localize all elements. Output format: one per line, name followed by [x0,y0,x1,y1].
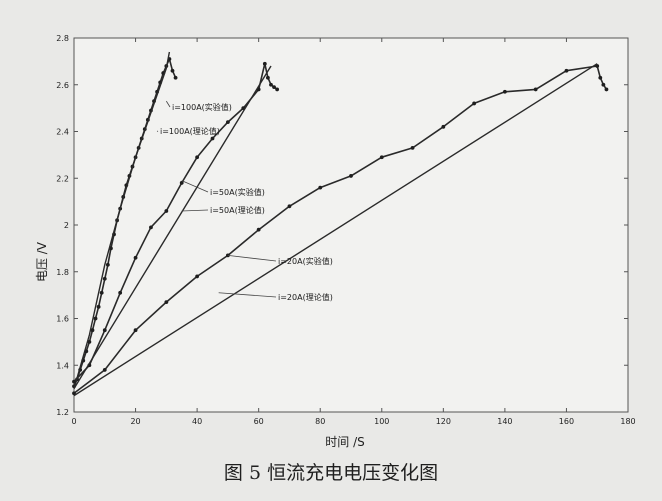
data-point [472,101,477,106]
series-line-5 [73,63,598,397]
data-point [210,136,215,141]
series-label: i=50A(实验值) [210,187,265,197]
x-tick-label: 100 [374,417,389,426]
data-point [72,379,76,384]
label-leader-line [181,209,209,212]
data-point [225,120,230,125]
data-point [598,75,603,80]
series-line-1 [73,51,171,389]
y-tick-label: 2.4 [56,128,69,137]
y-tick-label: 1.4 [56,361,69,370]
data-point [102,368,107,372]
y-axis-label: 电压 /V [35,241,49,282]
data-point [379,155,384,160]
data-point [96,304,101,309]
y-tick-label: 2.2 [56,174,69,183]
data-point [195,274,200,279]
plot-area [73,37,629,413]
data-point [275,87,280,92]
series-label: i=20A(实验值) [278,256,333,266]
data-point [87,339,92,344]
y-tick-label: 2 [64,221,69,230]
y-tick-label: 2.8 [56,34,69,43]
data-point [533,87,538,92]
label-leader-line [227,254,277,262]
data-point [269,82,273,87]
data-point [318,185,323,190]
data-point [256,227,261,232]
label-leader-line [218,292,277,298]
data-point [604,87,609,92]
y-tick-label: 2.6 [56,81,69,90]
series-label: i=100A(实验值) [172,102,232,112]
data-point [601,82,606,87]
y-tick-label: 1.2 [56,408,69,417]
data-point [502,89,507,94]
y-tick-label: 1.8 [56,268,69,277]
data-point [266,75,270,80]
x-tick-label: 180 [620,417,635,426]
data-point [149,225,153,230]
x-tick-label: 80 [315,417,325,426]
data-point [410,145,415,150]
data-point [164,209,169,213]
x-tick-label: 20 [130,417,140,426]
data-point [90,328,95,333]
data-point [133,255,138,260]
x-tick-label: 120 [436,417,451,426]
data-point [179,181,184,185]
x-tick-label: 160 [559,417,574,426]
data-point [102,276,107,281]
y-tick-label: 1.6 [56,315,69,324]
data-point [262,61,267,66]
data-point [99,290,104,295]
data-point [195,155,200,160]
x-tick-label: 0 [71,417,76,426]
label-leader-line [156,130,159,132]
data-point [441,124,446,129]
data-point [173,75,178,80]
series-line-3 [73,65,272,389]
data-point [287,204,292,209]
data-point [564,68,569,73]
data-point [272,85,276,89]
x-tick-label: 60 [254,417,264,426]
data-point [105,262,110,267]
data-point [118,290,123,295]
figure-caption: 图 5 恒流充电电压变化图 [223,462,439,484]
x-tick-label: 140 [497,417,512,426]
series-label: i=50A(理论值) [210,205,265,215]
data-point [164,300,169,305]
data-point [102,328,107,333]
x-axis-label: 时间 /S [325,435,364,449]
data-point [349,174,353,178]
data-point [93,316,98,321]
data-point [133,328,138,333]
series-label: i=20A(理论值) [278,292,333,302]
data-point [170,68,175,73]
series-label: i=100A(理论值) [160,126,220,136]
label-leader-line [181,180,209,193]
x-tick-label: 40 [192,417,202,426]
label-leader-line [165,100,171,108]
